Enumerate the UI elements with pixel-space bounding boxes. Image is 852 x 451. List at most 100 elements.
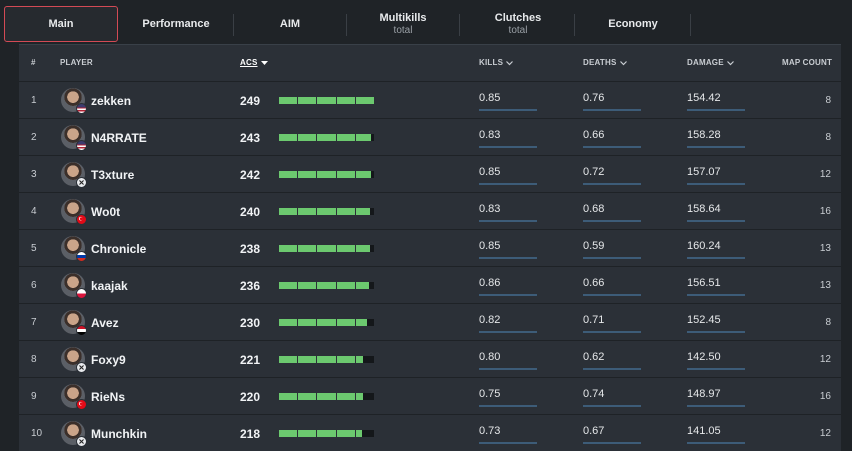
- player-avatar[interactable]: [61, 119, 87, 156]
- acs-bar-segment: [317, 171, 336, 178]
- map-count-value: 16: [819, 391, 831, 402]
- damage-value: 157.07: [687, 166, 721, 178]
- col-rank-header: #: [31, 58, 36, 67]
- table-row[interactable]: 7 Avez 230 0.82 0.71 152.45 8: [19, 303, 841, 340]
- player-avatar[interactable]: [61, 341, 87, 378]
- deaths-stat: 0.76: [583, 82, 643, 119]
- country-flag-icon: [76, 288, 87, 299]
- player-name-link[interactable]: Chronicle: [91, 241, 147, 256]
- stats-tab-bar: Main Performance AIM Multikills total Cl…: [0, 0, 852, 44]
- player-avatar[interactable]: [61, 193, 87, 230]
- tab-clutches[interactable]: Clutches total: [462, 6, 574, 42]
- kills-stat: 0.83: [479, 193, 539, 230]
- player-name-link[interactable]: zekken: [91, 93, 132, 108]
- player-avatar[interactable]: [61, 415, 87, 451]
- acs-bar-segment: [317, 134, 336, 141]
- damage-stat: 157.07: [687, 156, 747, 193]
- deaths-stat: 0.66: [583, 119, 643, 156]
- tab-multikills[interactable]: Multikills total: [347, 6, 459, 42]
- col-map-count-header[interactable]: MAP COUNT: [782, 58, 832, 67]
- tab-main[interactable]: Main: [4, 6, 118, 42]
- damage-stat: 160.24: [687, 230, 747, 267]
- country-flag-icon: [76, 214, 87, 225]
- acs-bar-segment: [336, 430, 355, 437]
- table-row[interactable]: 5 Chronicle 238 0.85 0.59 160.24 13: [19, 229, 841, 266]
- player-avatar[interactable]: [61, 82, 87, 119]
- damage-value: 160.24: [687, 240, 721, 252]
- player-avatar[interactable]: [61, 156, 87, 193]
- tab-divider: [233, 14, 234, 36]
- chevron-down-icon: [506, 60, 514, 65]
- table-row[interactable]: 2 N4RRATE 243 0.83 0.66 158.28 8: [19, 118, 841, 155]
- acs-bar-segment: [298, 430, 317, 437]
- table-row[interactable]: 3 T3xture 242 0.85 0.72 157.07 12: [19, 155, 841, 192]
- acs-bar-segment: [317, 245, 336, 252]
- table-row[interactable]: 8 Foxy9 221 0.80 0.62 142.50 12: [19, 340, 841, 377]
- col-damage-header[interactable]: DAMAGE: [687, 58, 735, 67]
- acs-bar: [279, 282, 375, 289]
- acs-value: 230: [240, 315, 261, 330]
- stat-underline: [583, 146, 641, 148]
- deaths-stat: 0.66: [583, 267, 643, 304]
- tab-performance[interactable]: Performance: [120, 6, 232, 42]
- table-row[interactable]: 9 RieNs 220 0.75 0.74 148.97 16: [19, 377, 841, 414]
- damage-stat: 142.50: [687, 341, 747, 378]
- col-deaths-label: DEATHS: [583, 58, 617, 67]
- table-row[interactable]: 10 Munchkin 218 0.73 0.67 141.05 12: [19, 414, 841, 451]
- table-row[interactable]: 6 kaajak 236 0.86 0.66 156.51 13: [19, 266, 841, 303]
- player-name-link[interactable]: Wo0t: [91, 204, 121, 219]
- damage-value: 142.50: [687, 351, 721, 363]
- map-count-value: 13: [819, 243, 831, 254]
- tab-aim[interactable]: AIM: [234, 6, 346, 42]
- acs-bar-segment: [298, 171, 317, 178]
- deaths-value: 0.66: [583, 277, 605, 289]
- acs-bar-segment: [336, 97, 355, 104]
- player-avatar[interactable]: [61, 378, 87, 415]
- stat-underline: [479, 109, 537, 111]
- acs-value: 240: [240, 204, 261, 219]
- deaths-value: 0.68: [583, 203, 605, 215]
- player-avatar[interactable]: [61, 230, 87, 267]
- tab-divider: [574, 14, 575, 36]
- rank-number: 2: [31, 132, 37, 143]
- table-header: # PLAYER ACS KILLS DEATHS DAMAGE MAP COU…: [19, 45, 841, 81]
- kills-stat: 0.85: [479, 82, 539, 119]
- col-deaths-header[interactable]: DEATHS: [583, 58, 628, 67]
- deaths-value: 0.67: [583, 425, 605, 437]
- tab-economy[interactable]: Economy: [576, 6, 690, 42]
- acs-value: 236: [240, 278, 261, 293]
- acs-bar-segment: [298, 208, 317, 215]
- tab-label: Clutches: [494, 12, 542, 24]
- col-kills-header[interactable]: KILLS: [479, 58, 514, 67]
- player-name-link[interactable]: RieNs: [91, 389, 126, 404]
- deaths-stat: 0.74: [583, 378, 643, 415]
- player-name-link[interactable]: Avez: [91, 315, 119, 330]
- country-flag-icon: [76, 362, 87, 373]
- table-row[interactable]: 4 Wo0t 240 0.83 0.68 158.64 16: [19, 192, 841, 229]
- player-name-link[interactable]: Munchkin: [91, 426, 147, 441]
- player-name-link[interactable]: N4RRATE: [91, 130, 147, 145]
- acs-value: 221: [240, 352, 261, 367]
- stat-underline: [583, 442, 641, 444]
- acs-bar-segment: [317, 282, 336, 289]
- stat-underline: [687, 109, 745, 111]
- stat-underline: [479, 146, 537, 148]
- acs-bar-segment: [355, 171, 375, 178]
- stat-underline: [687, 146, 745, 148]
- acs-bar-segment: [355, 430, 375, 437]
- player-name-link[interactable]: T3xture: [91, 167, 135, 182]
- acs-bar: [279, 171, 375, 178]
- player-name-link[interactable]: kaajak: [91, 278, 128, 293]
- deaths-stat: 0.71: [583, 304, 643, 341]
- player-name-link[interactable]: Foxy9: [91, 352, 126, 367]
- acs-bar-segment: [317, 319, 336, 326]
- player-stats-table: # PLAYER ACS KILLS DEATHS DAMAGE MAP COU…: [19, 44, 841, 451]
- kills-stat: 0.73: [479, 415, 539, 451]
- player-avatar[interactable]: [61, 304, 87, 341]
- col-acs-header[interactable]: ACS: [240, 58, 269, 67]
- sort-desc-icon: [260, 60, 268, 65]
- player-avatar[interactable]: [61, 267, 87, 304]
- damage-stat: 156.51: [687, 267, 747, 304]
- country-flag-icon: [76, 177, 87, 188]
- table-row[interactable]: 1 zekken 249 0.85 0.76 154.42 8: [19, 81, 841, 118]
